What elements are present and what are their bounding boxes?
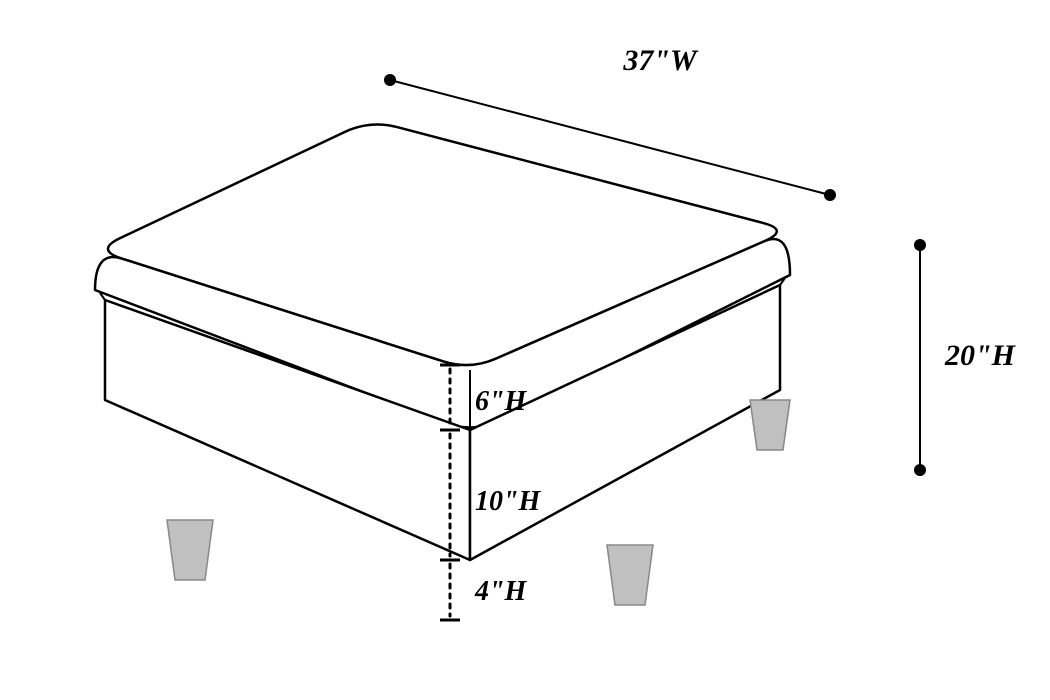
width-label: 37"W [622, 44, 699, 77]
total-height-label: 20"H [944, 339, 1017, 372]
leg-front-left [167, 520, 213, 580]
height-dot-top [914, 239, 926, 251]
width-dot-start [384, 74, 396, 86]
leg-front-right [607, 545, 653, 605]
leg-back-right [750, 400, 790, 450]
ottoman-dimension-diagram: 37"W 20"H 6"H 10"H 4"H [0, 0, 1050, 700]
height-dot-bottom [914, 464, 926, 476]
width-dot-end [824, 189, 836, 201]
base-height-label: 10"H [475, 486, 542, 517]
leg-height-label: 4"H [474, 576, 528, 607]
cushion-height-label: 6"H [475, 386, 528, 417]
